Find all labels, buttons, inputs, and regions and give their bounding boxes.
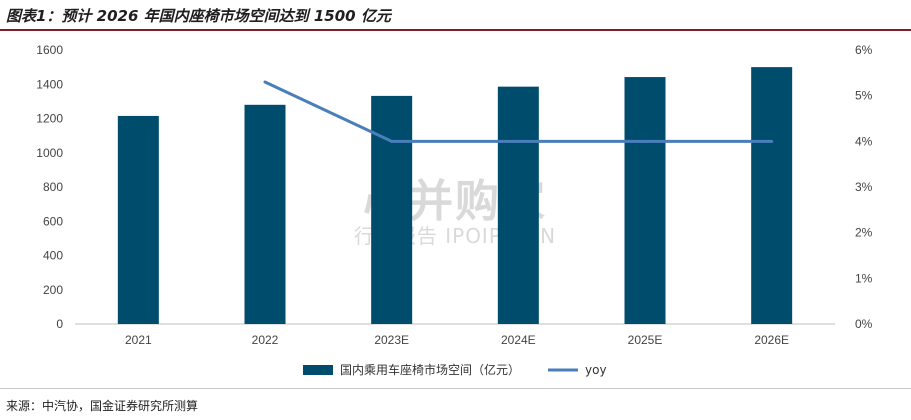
title-rule	[0, 29, 911, 31]
bar	[624, 77, 666, 324]
y-left-tick-label: 600	[43, 214, 63, 228]
y-right-tick-label: 2%	[855, 226, 873, 240]
x-tick-label: 2021	[125, 333, 152, 347]
legend-bar-label: 国内乘用车座椅市场空间（亿元）	[340, 362, 520, 377]
bar-series	[117, 67, 793, 325]
y-right-tick-label: 4%	[855, 134, 873, 148]
y-right-tick-label: 0%	[855, 317, 873, 331]
y-left-tick-label: 1600	[36, 43, 63, 57]
x-tick-label: 2025E	[628, 333, 663, 347]
bar	[117, 115, 159, 325]
y-left-tick-label: 1000	[36, 146, 63, 160]
x-tick-label: 2026E	[754, 333, 789, 347]
y-right-tick-label: 5%	[855, 89, 873, 103]
axes: 0 200 400 600 800 1000 1200 1400 1600 0% 1% 2% 3% 4% 5…	[36, 43, 872, 347]
yoy-point	[770, 139, 774, 143]
yoy-point	[390, 139, 394, 143]
legend-line-label: yoy	[585, 363, 607, 377]
x-tick-label: 2023E	[374, 333, 409, 347]
chart-title: 图表1：预计 2026 年国内座椅市场空间达到 1500 亿元	[6, 7, 391, 25]
legend: 国内乘用车座椅市场空间（亿元） yoy	[303, 362, 607, 377]
y-right-tick-label: 3%	[855, 180, 873, 194]
y-left-tick-label: 1400	[36, 77, 63, 91]
combo-chart: 心并购家 行业报告 IPOIPO.CN 02004006008001000120…	[36, 43, 872, 377]
yoy-point	[643, 139, 647, 143]
y-left-tick-label: 0	[56, 317, 63, 331]
yoy-point	[263, 80, 267, 84]
footer-rule	[0, 388, 911, 389]
bar	[244, 104, 286, 324]
line-series	[263, 80, 774, 143]
legend-bar-swatch	[303, 365, 333, 375]
title-bar: 图表1：预计 2026 年国内座椅市场空间达到 1500 亿元	[0, 0, 911, 31]
bar	[497, 86, 539, 325]
y-left-tick-label: 200	[43, 283, 63, 297]
source-note: 来源：中汽协，国金证券研究所测算	[6, 399, 199, 413]
y-right-tick-label: 1%	[855, 271, 873, 285]
x-tick-label: 2022	[252, 333, 279, 347]
y-right-tick-label: 6%	[855, 43, 873, 57]
bar	[371, 95, 413, 325]
y-left-tick-label: 1200	[36, 112, 63, 126]
yoy-point	[516, 139, 520, 143]
x-tick-label: 2024E	[501, 333, 536, 347]
y-left-tick-label: 400	[43, 249, 63, 263]
bar	[751, 67, 793, 324]
y-left-tick-label: 800	[43, 180, 63, 194]
